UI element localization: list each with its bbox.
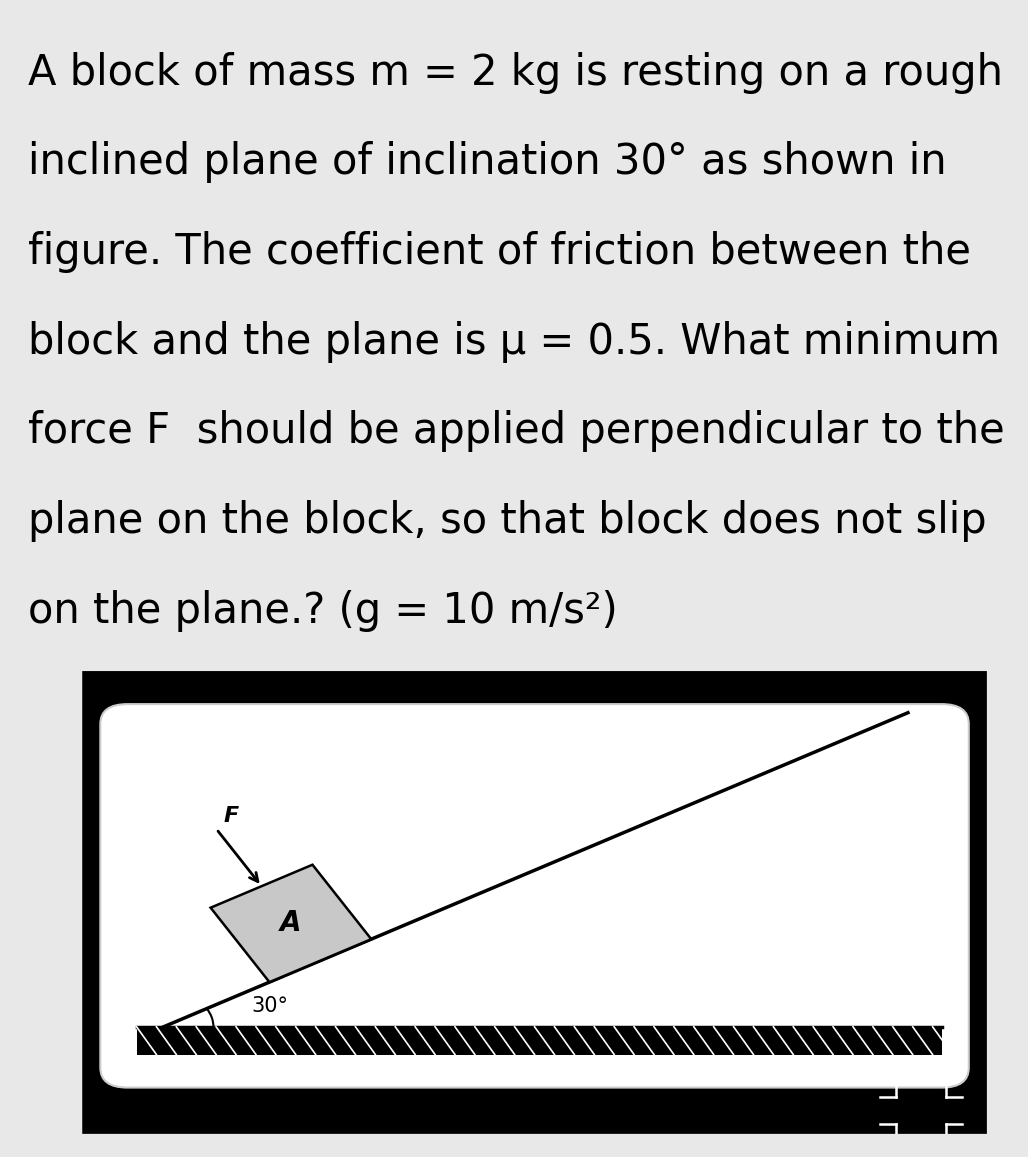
Text: F: F <box>223 805 238 826</box>
Text: block and the plane is μ = 0.5. What minimum: block and the plane is μ = 0.5. What min… <box>28 320 1000 363</box>
Text: force F  should be applied perpendicular to the: force F should be applied perpendicular … <box>28 411 1004 452</box>
Polygon shape <box>211 864 371 982</box>
Text: A: A <box>281 909 301 937</box>
Text: inclined plane of inclination 30° as shown in: inclined plane of inclination 30° as sho… <box>28 141 947 184</box>
Bar <box>137 1026 942 1054</box>
FancyBboxPatch shape <box>82 671 987 1134</box>
Text: on the plane.? (g = 10 m/s²): on the plane.? (g = 10 m/s²) <box>28 590 618 632</box>
Text: figure. The coefficient of friction between the: figure. The coefficient of friction betw… <box>28 231 971 273</box>
Text: A block of mass m = 2 kg is resting on a rough: A block of mass m = 2 kg is resting on a… <box>28 52 1003 94</box>
Text: 30°: 30° <box>251 996 288 1016</box>
Text: plane on the block, so that block does not slip: plane on the block, so that block does n… <box>28 500 987 543</box>
FancyBboxPatch shape <box>101 705 968 1088</box>
